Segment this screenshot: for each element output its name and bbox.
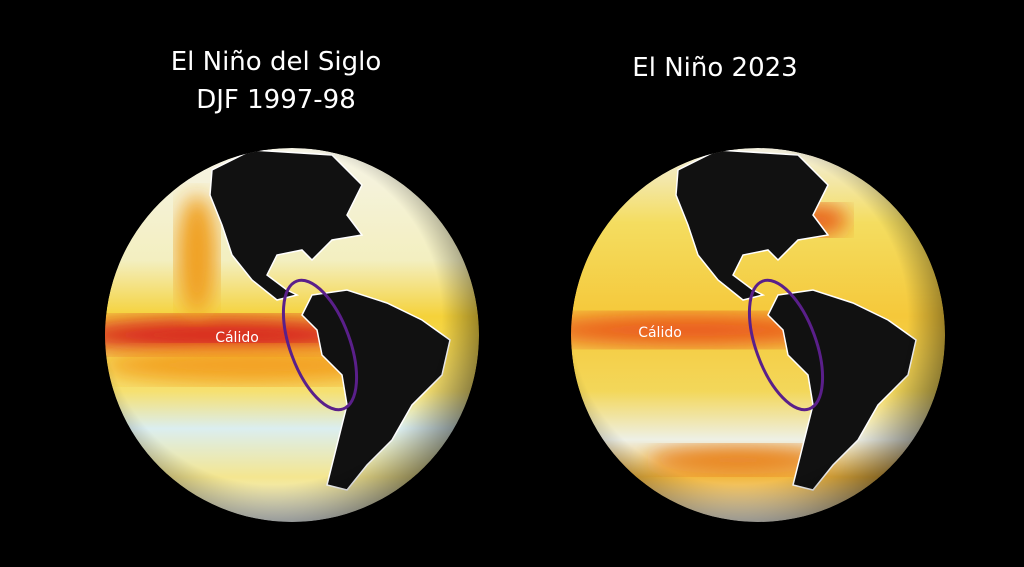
panel-subtitle: DJF 1997-98 [196,85,356,115]
region-outline [747,278,825,412]
panel-title: El Niño 2023 [632,53,797,83]
globe: Cálido [105,148,479,522]
region-outline [281,278,359,412]
region-label: Cálido [638,325,682,341]
region-label: Cálido [215,330,259,346]
panel-title: El Niño del Siglo [171,47,382,77]
globe: Cálido [571,148,945,522]
